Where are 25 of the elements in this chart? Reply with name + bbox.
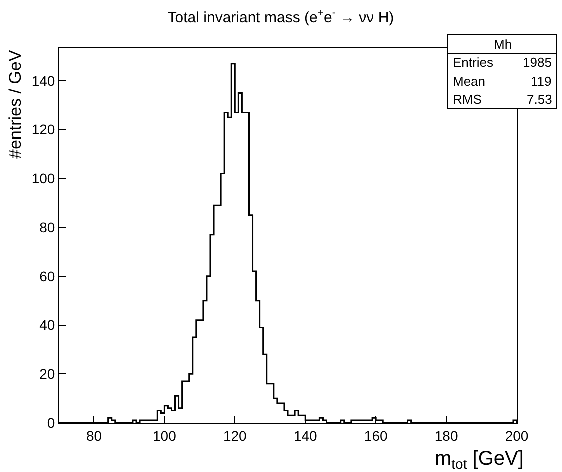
y-tick-label: 60 bbox=[40, 268, 56, 284]
annotation: Mean bbox=[453, 74, 486, 89]
text: 1985 bbox=[523, 55, 552, 70]
y-tick-label: 140 bbox=[32, 72, 56, 89]
x-tick-label: 200 bbox=[505, 428, 529, 444]
annotation: Entries bbox=[453, 55, 494, 70]
y-tick-label: 100 bbox=[32, 170, 56, 187]
y-tick-label: 120 bbox=[32, 122, 56, 138]
chart-title: Total invariant mass (e$^{+}$e$^{-}$ → νν H) bbox=[168, 7, 394, 26]
x-tick-label: 80 bbox=[86, 428, 102, 444]
text: 119 bbox=[531, 74, 552, 89]
y-tick-label: 20 bbox=[40, 366, 56, 382]
annotation: RMS bbox=[453, 92, 482, 107]
x-tick-label: 120 bbox=[223, 428, 248, 444]
annotation: Mh bbox=[494, 37, 512, 52]
y-tick-label: 40 bbox=[40, 317, 56, 334]
y-tick-label: 80 bbox=[40, 219, 56, 236]
x-tick-label: 140 bbox=[294, 428, 318, 444]
text: 7.53 bbox=[527, 92, 552, 107]
y-tick-label: 0 bbox=[47, 414, 56, 431]
x-tick-label: 180 bbox=[434, 428, 458, 444]
x-tick-label: 100 bbox=[153, 428, 177, 444]
y-axis-title: #entries / GeV bbox=[6, 50, 25, 159]
x-tick-label: 160 bbox=[364, 428, 388, 444]
x-axis-title: m$_{tot}$ [GeV] bbox=[435, 448, 524, 472]
